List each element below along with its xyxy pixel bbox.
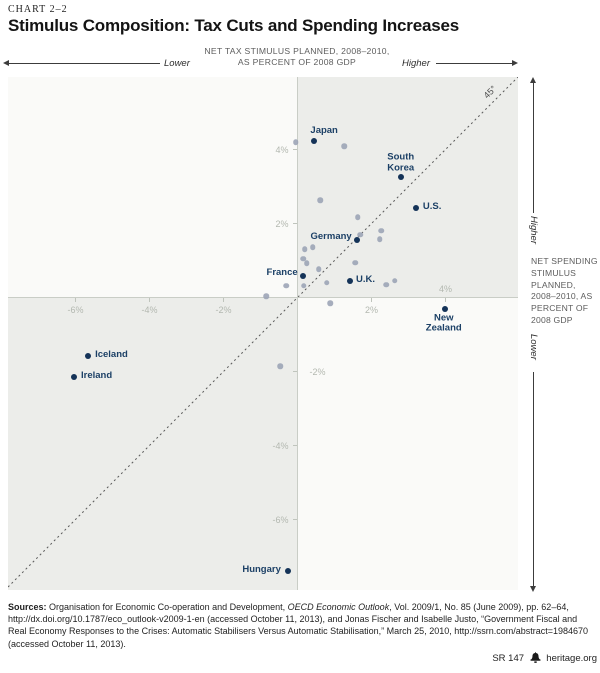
y-tick: [293, 445, 297, 446]
y-tick-label: -4%: [272, 440, 289, 451]
scatter-point: [309, 244, 316, 250]
point-label-u-s-: U.S.: [422, 201, 442, 213]
point-label-new-zealand: New Zealand: [425, 312, 462, 334]
scatter-point: [383, 282, 390, 288]
footer: SR 147 heritage.org: [0, 652, 597, 664]
scatter-point: [263, 293, 269, 300]
y-axis-arrow-line-top: [533, 83, 534, 213]
heritage-bell-icon: [530, 652, 541, 663]
point-label-france: France: [266, 266, 298, 278]
report-id: SR 147: [492, 653, 525, 664]
x-axis-arrow-line-left: [8, 63, 160, 64]
sources-text-1: Organisation for Economic Co-operation a…: [46, 602, 288, 612]
data-point-japan: [311, 137, 318, 144]
scatter-point: [357, 231, 364, 238]
y-axis-higher-label: Higher: [528, 216, 539, 244]
data-point-france: [299, 273, 306, 280]
scatter-point: [304, 260, 310, 266]
y-axis-arrow-line-bottom: [533, 372, 534, 586]
data-point-ireland: [71, 374, 78, 381]
data-point-u-s-: [412, 205, 419, 212]
y-tick-label: -6%: [272, 514, 289, 525]
scatter-point: [301, 282, 307, 289]
chart-number: CHART 2–2: [8, 4, 68, 15]
x-tick-label: 4%: [438, 283, 453, 294]
scatter-point: [378, 228, 385, 234]
scatter-point: [323, 279, 330, 286]
data-point-u-k-: [347, 277, 354, 284]
data-point-south-korea: [397, 174, 404, 181]
scatter-point: [392, 278, 398, 284]
y-axis-lower-label: Lower: [528, 334, 539, 360]
y-tick: [293, 223, 297, 224]
point-label-ireland: Ireland: [81, 369, 113, 381]
x-axis-line: [8, 297, 518, 298]
point-label-japan: Japan: [310, 124, 338, 136]
scatter-point: [300, 255, 306, 262]
x-axis-lower-label: Lower: [164, 58, 190, 69]
scatter-point: [355, 214, 361, 220]
diagonal-45-line: [8, 77, 518, 588]
x-tick: [445, 298, 446, 302]
sources-label: Sources:: [8, 602, 47, 612]
scatter-point: [317, 197, 324, 203]
y-tick: [293, 149, 297, 150]
x-axis-title: NET TAX STIMULUS PLANNED, 2008–2010, AS …: [204, 46, 390, 67]
y-tick-label: -2%: [309, 366, 326, 377]
x-axis-higher-label: Higher: [402, 58, 430, 69]
quadrant-bottom-right: [297, 297, 518, 590]
x-tick-label: -6%: [67, 304, 84, 315]
plot-area: 45° -6% -4% -2% 2% 4% 4% 2% -2% -4% -6% Japan South…: [8, 77, 518, 590]
x-tick: [75, 298, 76, 302]
y-axis-arrow-up-icon: [530, 77, 536, 83]
quadrant-top-left: [8, 77, 297, 297]
x-tick: [149, 298, 150, 302]
scatter-point: [376, 236, 383, 242]
data-point-germany: [353, 237, 360, 244]
scatter-point: [277, 363, 284, 370]
y-tick: [293, 519, 297, 520]
scatter-point: [283, 282, 289, 289]
x-axis-arrow-line-right: [436, 63, 512, 64]
scatter-point: [352, 259, 358, 266]
x-tick-label: -4%: [141, 304, 158, 315]
scatter-point: [316, 266, 322, 273]
x-tick: [371, 298, 372, 302]
sources-italic-title: OECD Economic Outlook: [287, 602, 390, 612]
y-tick-label: 2%: [275, 218, 289, 229]
point-label-iceland: Iceland: [95, 348, 128, 360]
y-axis-arrow-down-icon: [530, 586, 536, 592]
y-tick-label: 4%: [275, 144, 289, 155]
site-name: heritage.org: [546, 653, 597, 664]
sources-text-2: , Vol. 2009/1, No. 85 (June 2009), pp. 6…: [8, 602, 589, 649]
x-tick-label: -2%: [215, 304, 232, 315]
y-axis-title: NET SPENDING STIMULUS PLANNED, 2008–2010…: [531, 256, 598, 325]
data-point-new-zealand: [441, 305, 448, 312]
x-axis-arrow-left-icon: [3, 60, 9, 66]
data-point-hungary: [284, 567, 291, 574]
scatter-point: [292, 139, 299, 145]
point-label-germany: Germany: [310, 230, 352, 242]
x-axis-arrow-right-icon: [512, 60, 518, 66]
scatter-point: [327, 300, 334, 307]
scatter-point: [341, 143, 348, 149]
y-tick: [293, 371, 297, 372]
x-tick-label: 2%: [364, 304, 379, 315]
point-label-u-k-: U.K.: [356, 273, 376, 285]
sources-note: Sources: Organisation for Economic Co-op…: [8, 601, 596, 650]
scatter-point: [301, 246, 308, 253]
y-axis-line: [297, 77, 298, 590]
x-tick: [223, 298, 224, 302]
page-title: Stimulus Composition: Tax Cuts and Spend…: [8, 16, 459, 35]
data-point-iceland: [85, 352, 92, 359]
point-label-south-korea: South Korea: [387, 151, 415, 174]
point-label-hungary: Hungary: [242, 563, 281, 575]
